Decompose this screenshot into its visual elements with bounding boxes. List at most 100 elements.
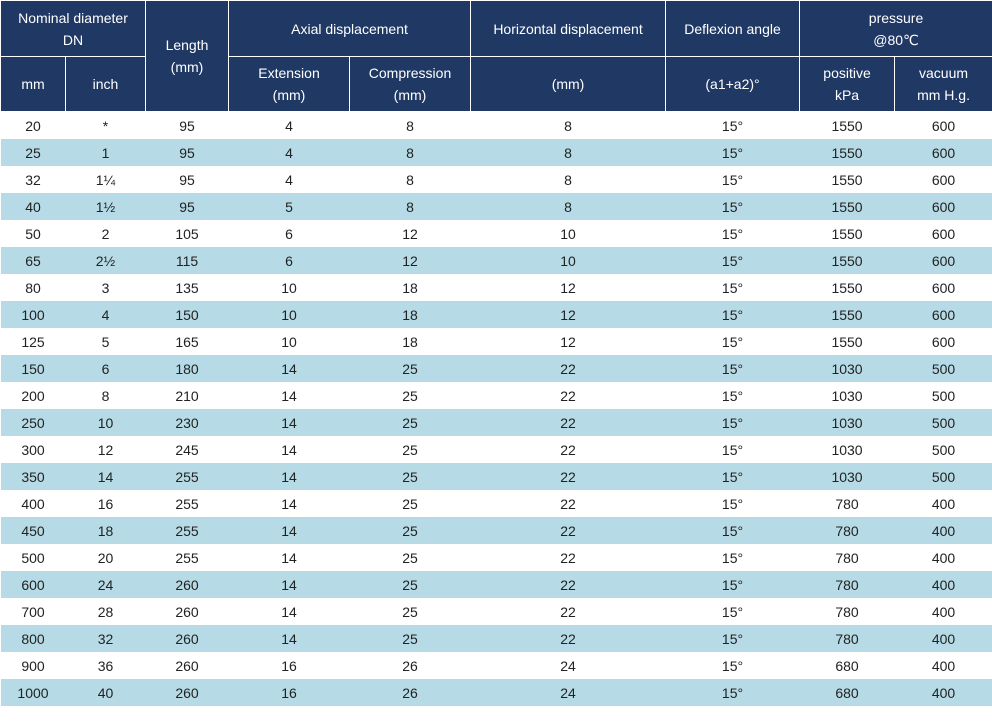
positive-pressure-cell: 1030: [799, 409, 895, 436]
nominal-diameter-abbr: DN: [62, 31, 84, 48]
compression-cell: 12: [349, 220, 471, 247]
vacuum-pressure-cell: 600: [894, 274, 992, 301]
dn-inch-cell: 32: [65, 625, 146, 652]
horizontal-displacement-cell: 22: [470, 409, 666, 436]
dn-mm-cell: 50: [0, 220, 66, 247]
positive-pressure-cell: 780: [799, 490, 895, 517]
compression-cell: 25: [349, 436, 471, 463]
dn-inch-cell: 4: [65, 301, 146, 328]
extension-cell: 14: [228, 598, 350, 625]
deflexion-angle-cell: 15°: [665, 111, 800, 139]
spec-table: Nominal diameter DN Length (mm) Axial di…: [0, 0, 992, 706]
deflexion-angle-cell: 15°: [665, 652, 800, 679]
table-row: 200 8 210 14 25 22 15° 1030 500: [0, 382, 992, 409]
dn-inch-cell: 28: [65, 598, 146, 625]
horizontal-displacement-cell: 22: [470, 355, 666, 382]
dn-mm-cell: 400: [0, 490, 66, 517]
dn-mm-cell: 700: [0, 598, 66, 625]
dn-inch-cell: 2½: [65, 247, 146, 274]
vacuum-label: vacuum: [919, 65, 969, 81]
axial-displacement-header: Axial displacement: [227, 0, 472, 57]
compression-cell: 25: [349, 382, 471, 409]
dn-inch-cell: 16: [65, 490, 146, 517]
inch-header: inch: [65, 56, 146, 112]
extension-cell: 14: [228, 571, 350, 598]
vacuum-pressure-cell: 600: [894, 139, 992, 166]
positive-pressure-cell: 1550: [799, 111, 895, 139]
length-cell: 260: [145, 652, 229, 679]
compression-cell: 25: [349, 409, 471, 436]
horizontal-displacement-cell: 22: [470, 571, 666, 598]
deflexion-angle-cell: 15°: [665, 598, 800, 625]
deflexion-angle-cell: 15°: [665, 166, 800, 193]
vacuum-pressure-cell: 400: [894, 490, 992, 517]
compression-cell: 8: [349, 111, 471, 139]
dn-mm-cell: 800: [0, 625, 66, 652]
dn-inch-cell: 24: [65, 571, 146, 598]
horizontal-displacement-header: Horizontal displacement: [470, 0, 667, 57]
vacuum-pressure-cell: 500: [894, 382, 992, 409]
extension-cell: 10: [228, 274, 350, 301]
length-unit: (mm): [170, 59, 204, 75]
horizontal-displacement-cell: 8: [470, 111, 666, 139]
dn-mm-cell: 40: [0, 193, 66, 220]
length-cell: 95: [145, 166, 229, 193]
vacuum-unit: mm H.g.: [917, 87, 970, 103]
dn-mm-cell: 32: [0, 166, 66, 193]
positive-pressure-cell: 780: [799, 598, 895, 625]
compression-unit: (mm): [393, 87, 427, 103]
length-cell: 180: [145, 355, 229, 382]
dn-inch-cell: *: [65, 111, 146, 139]
positive-pressure-cell: 780: [799, 544, 895, 571]
positive-pressure-cell: 1550: [799, 220, 895, 247]
dn-inch-cell: 1: [65, 139, 146, 166]
deflexion-angle-cell: 15°: [665, 220, 800, 247]
extension-cell: 14: [228, 355, 350, 382]
table-row: 250 10 230 14 25 22 15° 1030 500: [0, 409, 992, 436]
dn-inch-cell: 20: [65, 544, 146, 571]
length-cell: 260: [145, 571, 229, 598]
dn-inch-cell: 18: [65, 517, 146, 544]
vacuum-pressure-cell: 600: [894, 220, 992, 247]
table-row: 600 24 260 14 25 22 15° 780 400: [0, 571, 992, 598]
extension-cell: 14: [228, 436, 350, 463]
compression-cell: 25: [349, 517, 471, 544]
dn-mm-cell: 200: [0, 382, 66, 409]
compression-cell: 8: [349, 139, 471, 166]
deflexion-angle-cell: 15°: [665, 355, 800, 382]
extension-cell: 10: [228, 301, 350, 328]
extension-cell: 16: [228, 652, 350, 679]
extension-cell: 14: [228, 490, 350, 517]
dn-mm-cell: 100: [0, 301, 66, 328]
vacuum-pressure-cell: 400: [894, 679, 992, 706]
positive-pressure-cell: 1550: [799, 301, 895, 328]
deflexion-angle-cell: 15°: [665, 490, 800, 517]
dn-inch-cell: 2: [65, 220, 146, 247]
table-row: 125 5 165 10 18 12 15° 1550 600: [0, 328, 992, 355]
table-body: 20 * 95 4 8 8 15° 1550 600 25 1 95 4 8 8 15° 1550 600 32 1¼…: [0, 111, 992, 706]
extension-cell: 4: [228, 166, 350, 193]
vacuum-pressure-cell: 600: [894, 166, 992, 193]
compression-cell: 12: [349, 247, 471, 274]
dn-mm-cell: 125: [0, 328, 66, 355]
table-row: 20 * 95 4 8 8 15° 1550 600: [0, 111, 992, 139]
compression-cell: 25: [349, 571, 471, 598]
table-row: 400 16 255 14 25 22 15° 780 400: [0, 490, 992, 517]
length-cell: 150: [145, 301, 229, 328]
compression-cell: 18: [349, 328, 471, 355]
vacuum-pressure-cell: 600: [894, 301, 992, 328]
positive-pressure-cell: 1030: [799, 436, 895, 463]
vacuum-pressure-cell: 400: [894, 544, 992, 571]
table-row: 1000 40 260 16 26 24 15° 680 400: [0, 679, 992, 706]
dn-inch-cell: 1½: [65, 193, 146, 220]
extension-cell: 14: [228, 625, 350, 652]
compression-cell: 26: [349, 652, 471, 679]
dn-inch-cell: 10: [65, 409, 146, 436]
positive-pressure-cell: 1550: [799, 193, 895, 220]
dn-mm-cell: 300: [0, 436, 66, 463]
compression-cell: 8: [349, 166, 471, 193]
length-cell: 255: [145, 490, 229, 517]
dn-inch-cell: 5: [65, 328, 146, 355]
mm-header: mm: [0, 56, 66, 112]
compression-cell: 18: [349, 274, 471, 301]
